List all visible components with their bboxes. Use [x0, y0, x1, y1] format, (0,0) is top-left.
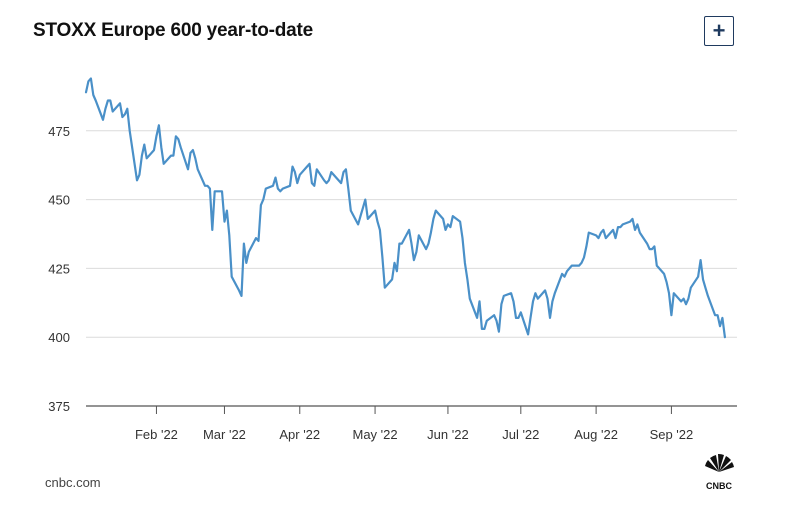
gridlines — [86, 130, 737, 407]
line-chart: 375 400 425 450 475 Feb '22 Mar '22 Apr '22 May… — [48, 77, 737, 442]
x-tick-label: May '22 — [353, 427, 398, 442]
x-tick-label: Aug '22 — [574, 427, 618, 442]
chart-title: STOXX Europe 600 year-to-date — [33, 20, 313, 41]
x-tick-label: Jul '22 — [502, 427, 539, 442]
logo-text: CNBC — [706, 481, 732, 491]
series-group — [84, 77, 726, 339]
expand-button[interactable]: + — [704, 16, 734, 46]
y-tick-label: 375 — [48, 399, 70, 414]
x-axis: Feb '22 Mar '22 Apr '22 May '22 Jun '22 Jul '… — [86, 405, 737, 442]
plus-icon: + — [712, 18, 726, 43]
x-tick-label: Feb '22 — [135, 427, 178, 442]
y-tick-label: 450 — [48, 193, 70, 208]
x-tick-label: Mar '22 — [203, 427, 246, 442]
cnbc-logo: CNBC — [694, 452, 744, 497]
source-label: cnbc.com — [45, 475, 101, 490]
x-tick-label: Sep '22 — [650, 427, 694, 442]
x-tick-label: Jun '22 — [427, 427, 469, 442]
series-line — [84, 77, 726, 339]
y-tick-label: 475 — [48, 124, 70, 139]
y-tick-label: 425 — [48, 261, 70, 276]
y-tick-label: 400 — [48, 330, 70, 345]
x-tick-label: Apr '22 — [279, 427, 320, 442]
nbc-peacock-icon: CNBC — [705, 453, 734, 491]
y-axis-ticks: 375 400 425 450 475 — [48, 124, 70, 414]
